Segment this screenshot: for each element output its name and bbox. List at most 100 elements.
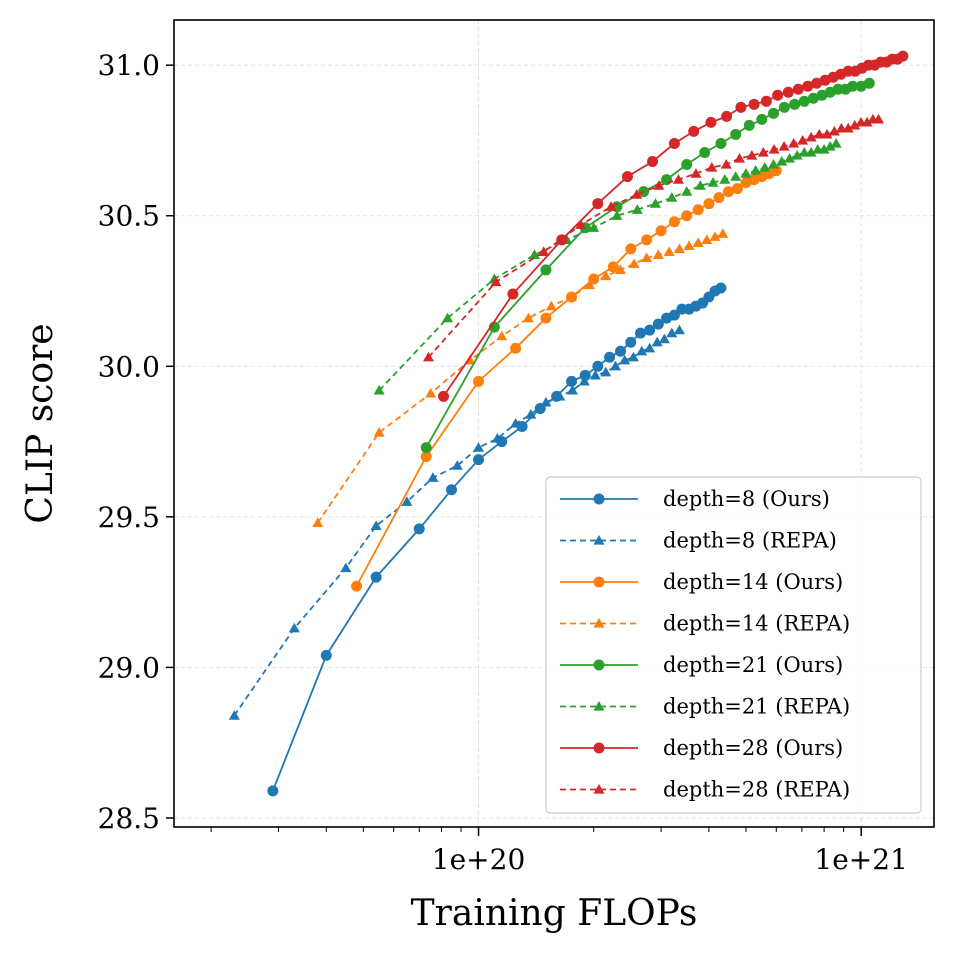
- data-point: [621, 171, 633, 183]
- data-point: [768, 143, 780, 154]
- legend-item: depth=14 (Ours): [560, 570, 843, 594]
- data-point: [717, 228, 729, 238]
- data-point: [730, 128, 742, 140]
- series-line: [378, 142, 837, 392]
- series-0: [267, 282, 727, 797]
- data-point: [788, 137, 800, 148]
- data-point: [668, 216, 680, 228]
- data-point: [699, 146, 711, 158]
- data-point: [607, 261, 619, 273]
- data-point: [653, 180, 665, 190]
- legend-label: depth=21 (REPA): [663, 695, 850, 719]
- data-point: [605, 201, 617, 211]
- x-tick-label: 1e+21: [814, 843, 907, 876]
- data-point: [510, 418, 522, 428]
- data-point: [807, 92, 819, 104]
- data-point: [442, 312, 454, 323]
- legend-marker: [593, 784, 605, 794]
- data-point: [312, 517, 324, 527]
- data-point: [797, 134, 809, 145]
- data-point: [750, 165, 762, 175]
- legend-marker: [593, 742, 605, 754]
- data-point: [401, 496, 413, 506]
- data-point: [370, 571, 382, 583]
- data-point: [731, 183, 743, 195]
- data-point: [370, 520, 382, 531]
- legend-label: depth=8 (Ours): [663, 487, 830, 511]
- data-point: [641, 252, 653, 263]
- data-point: [668, 137, 680, 149]
- data-point: [681, 159, 693, 171]
- data-point: [863, 77, 875, 89]
- data-point: [545, 300, 557, 311]
- data-point: [740, 168, 752, 178]
- data-point: [746, 150, 758, 160]
- legend-box: [545, 476, 922, 814]
- data-point: [651, 336, 663, 347]
- data-point: [554, 390, 566, 401]
- data-point: [715, 137, 727, 149]
- x-tick-label: 1e+20: [432, 843, 525, 876]
- legend-item: depth=28 (Ours): [560, 736, 843, 760]
- data-point: [734, 153, 746, 163]
- data-point: [592, 198, 604, 210]
- data-point: [730, 171, 742, 181]
- legend-marker: [593, 576, 605, 588]
- data-point: [666, 327, 678, 338]
- data-point: [756, 113, 768, 125]
- legend-label: depth=28 (REPA): [663, 778, 850, 802]
- legend-label: depth=14 (REPA): [663, 612, 850, 636]
- series-7: [422, 113, 885, 362]
- data-point: [701, 234, 713, 244]
- data-point: [720, 159, 732, 169]
- data-point: [649, 198, 661, 208]
- data-point: [288, 622, 300, 633]
- data-point: [320, 649, 332, 661]
- data-point: [828, 125, 840, 136]
- data-point: [798, 95, 810, 107]
- data-point: [451, 460, 463, 470]
- data-point: [566, 291, 578, 302]
- data-point: [420, 451, 432, 463]
- data-point: [690, 168, 702, 178]
- data-point: [491, 433, 503, 443]
- legend-marker: [593, 701, 605, 711]
- data-point: [579, 369, 591, 381]
- data-point: [759, 162, 771, 172]
- data-point: [805, 146, 817, 157]
- data-point: [473, 454, 485, 466]
- data-point: [811, 77, 823, 89]
- data-point: [760, 95, 772, 107]
- data-point: [413, 523, 425, 535]
- data-point: [784, 153, 796, 163]
- data-point: [578, 375, 590, 386]
- legend-marker: [593, 493, 605, 505]
- y-tick-label: 30.0: [98, 350, 160, 383]
- data-point: [713, 192, 725, 204]
- data-point: [510, 342, 522, 354]
- y-axis-title: CLIP score: [20, 323, 61, 523]
- legend-label: depth=8 (REPA): [663, 529, 837, 553]
- data-point: [540, 264, 552, 276]
- y-tick-label: 30.5: [98, 200, 160, 233]
- legend-marker: [593, 659, 605, 671]
- data-point: [647, 156, 659, 168]
- data-point: [615, 345, 627, 357]
- data-point: [692, 237, 704, 247]
- data-point: [789, 98, 801, 110]
- data-point: [842, 122, 854, 133]
- data-point: [625, 243, 637, 255]
- data-point: [721, 110, 733, 122]
- legend-item: depth=21 (Ours): [560, 653, 843, 677]
- data-point: [757, 146, 769, 157]
- data-point: [422, 351, 434, 362]
- data-point: [873, 113, 885, 124]
- series-layer: [228, 50, 909, 797]
- legend-label: depth=21 (Ours): [663, 653, 843, 677]
- data-point: [644, 324, 656, 336]
- data-point: [619, 354, 631, 365]
- data-point: [528, 249, 540, 259]
- data-point: [709, 231, 721, 241]
- y-tick-label: 29.0: [98, 651, 160, 684]
